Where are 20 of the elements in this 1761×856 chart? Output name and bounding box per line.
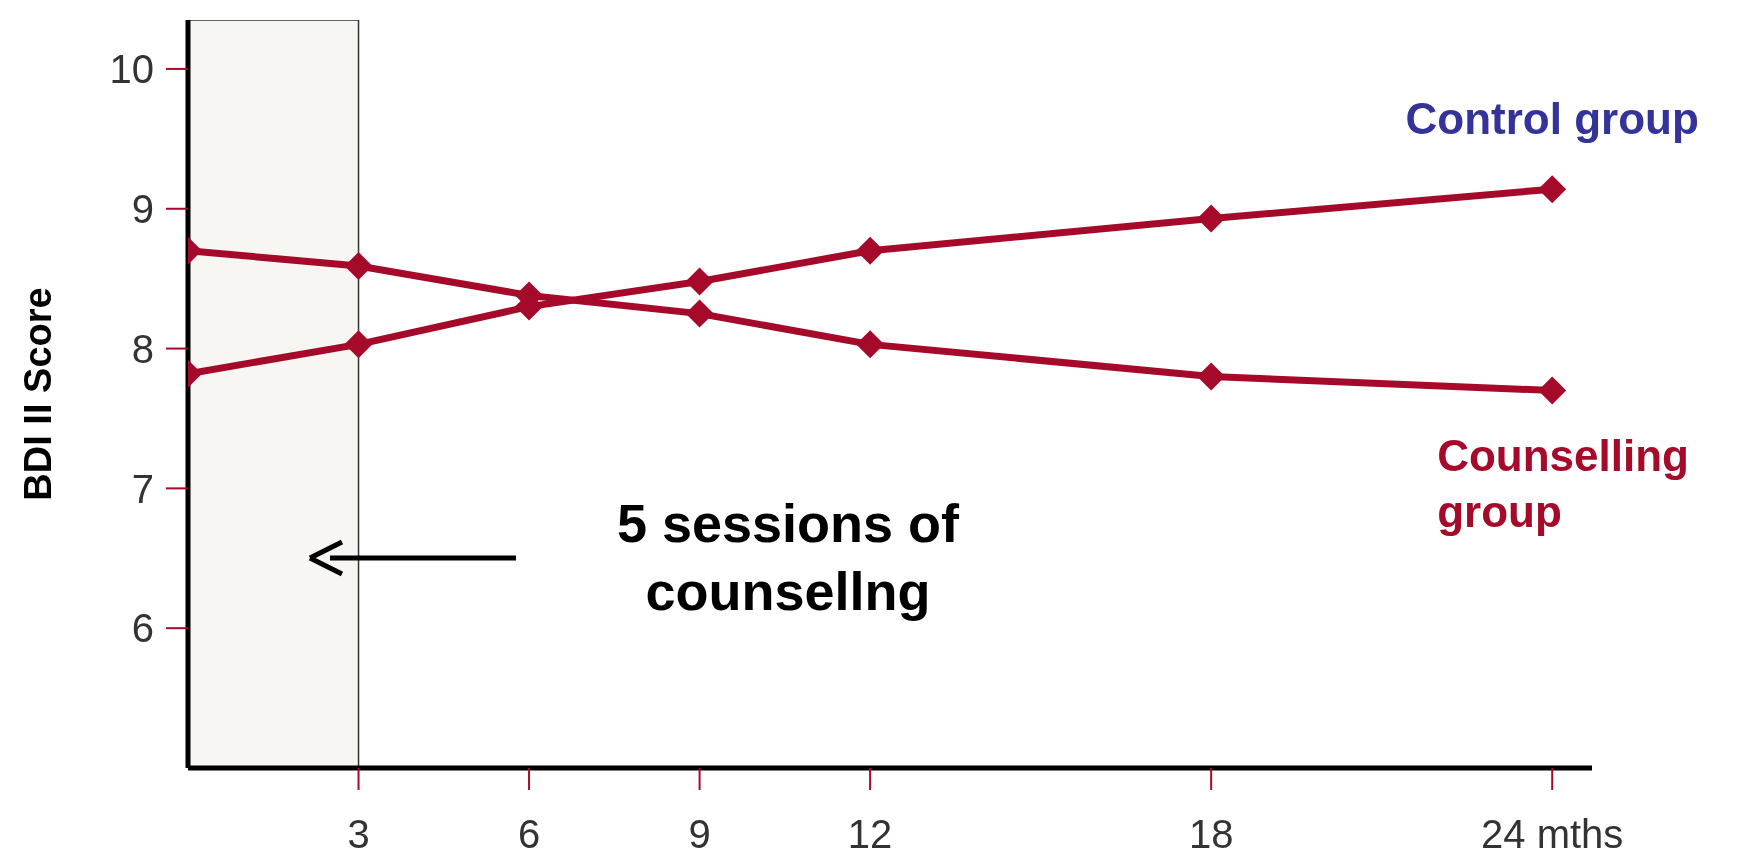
point: [1197, 362, 1226, 391]
point: [856, 236, 885, 265]
x-tick-label: 12: [847, 812, 893, 856]
y-tick-label: 8: [131, 326, 154, 371]
series-label: Control group: [1405, 94, 1699, 144]
annotation: 5 sessions of counsellng: [615, 492, 961, 623]
y-tick-label: 6: [131, 606, 154, 651]
point: [1197, 204, 1226, 233]
y-tick-label: 9: [131, 186, 154, 231]
y-axis-title: BDI II Score: [17, 287, 60, 501]
y-tick-label: 10: [109, 47, 154, 92]
series-label: Counselling group: [1437, 430, 1689, 536]
point: [685, 267, 714, 296]
point: [1538, 175, 1567, 204]
y-tick-label: 7: [131, 466, 154, 511]
point: [1538, 376, 1567, 405]
point: [856, 330, 885, 359]
point: [685, 299, 714, 328]
point: [344, 252, 373, 281]
point: [344, 330, 373, 359]
